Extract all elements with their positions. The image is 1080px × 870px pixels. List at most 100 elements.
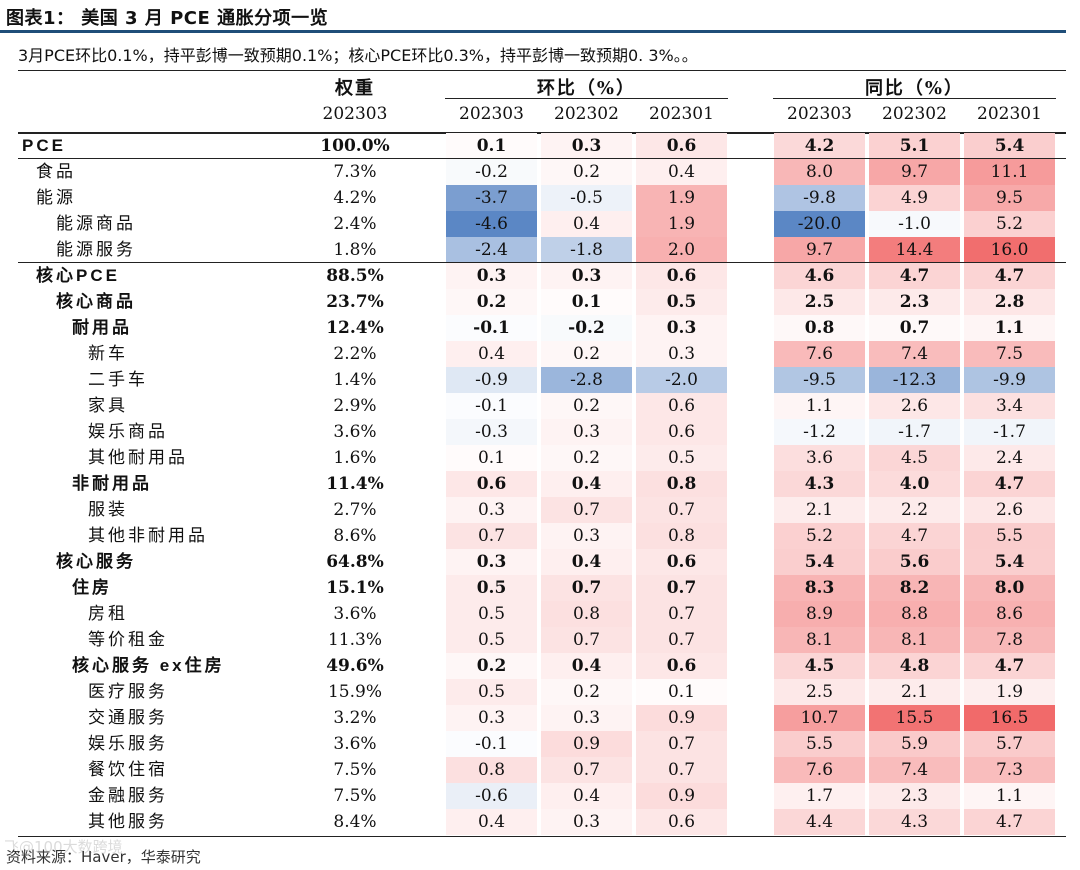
row-label: 其他非耐用品 bbox=[88, 526, 208, 546]
core-section-rule bbox=[18, 262, 1066, 263]
yoy-value-cell: 7.4 bbox=[869, 341, 960, 367]
mom-value-cell: 0.3 bbox=[636, 315, 727, 341]
table-top-rule bbox=[18, 70, 1066, 71]
yoy-value-cell: 5.5 bbox=[964, 523, 1055, 549]
yoy-value-cell: 14.4 bbox=[869, 237, 960, 263]
mom-value-cell: 0.3 bbox=[541, 419, 632, 445]
mom-header-rule bbox=[445, 98, 728, 99]
mom-value-cell: 0.7 bbox=[446, 523, 537, 549]
row-label: 娱乐商品 bbox=[88, 422, 168, 442]
yoy-value-cell: 4.0 bbox=[869, 471, 960, 497]
mom-value-cell: 0.4 bbox=[446, 341, 537, 367]
yoy-value-cell: 5.5 bbox=[774, 731, 865, 757]
yoy-value-cell: 9.5 bbox=[964, 185, 1055, 211]
yoy-header: 同比（%） bbox=[864, 78, 965, 99]
yoy-value-cell: 2.5 bbox=[774, 289, 865, 315]
mom-value-cell: 0.4 bbox=[541, 471, 632, 497]
weight-cell: 3.6% bbox=[333, 734, 377, 754]
yoy-value-cell: 5.2 bbox=[774, 523, 865, 549]
row-label: 核心PCE bbox=[36, 266, 120, 285]
mom-value-cell: 0.5 bbox=[636, 445, 727, 471]
yoy-value-cell: 2.3 bbox=[869, 289, 960, 315]
mom-value-cell: -2.8 bbox=[541, 367, 632, 393]
mom-month-header: 202302 bbox=[554, 104, 619, 124]
mom-value-cell: 0.6 bbox=[636, 549, 727, 575]
table-bottom-rule bbox=[18, 836, 1066, 837]
row-label: 能源 bbox=[36, 188, 76, 208]
mom-value-cell: 0.2 bbox=[446, 653, 537, 679]
yoy-value-cell: -1.0 bbox=[869, 211, 960, 237]
weight-cell: 2.7% bbox=[333, 500, 377, 520]
yoy-value-cell: 1.9 bbox=[964, 679, 1055, 705]
mom-value-cell: 0.9 bbox=[636, 783, 727, 809]
yoy-value-cell: 4.7 bbox=[964, 263, 1055, 289]
weight-cell: 100.0% bbox=[320, 136, 390, 156]
yoy-value-cell: 2.2 bbox=[869, 497, 960, 523]
yoy-value-cell: 4.8 bbox=[869, 653, 960, 679]
yoy-value-cell: 4.5 bbox=[869, 445, 960, 471]
weight-cell: 15.9% bbox=[327, 682, 382, 702]
mom-value-cell: 0.7 bbox=[636, 601, 727, 627]
mom-value-cell: -0.1 bbox=[446, 315, 537, 341]
yoy-value-cell: 4.7 bbox=[964, 809, 1055, 835]
row-label: 餐饮住宿 bbox=[88, 760, 168, 780]
yoy-value-cell: 5.4 bbox=[964, 133, 1055, 159]
mom-value-cell: -0.6 bbox=[446, 783, 537, 809]
mom-value-cell: -0.1 bbox=[446, 731, 537, 757]
mom-header: 环比（%） bbox=[536, 78, 637, 99]
yoy-value-cell: 8.9 bbox=[774, 601, 865, 627]
yoy-month-header: 202301 bbox=[977, 104, 1042, 124]
yoy-value-cell: 4.2 bbox=[774, 133, 865, 159]
yoy-value-cell: 9.7 bbox=[869, 159, 960, 185]
yoy-value-cell: 7.6 bbox=[774, 757, 865, 783]
yoy-value-cell: 1.1 bbox=[964, 783, 1055, 809]
mom-value-cell: 0.7 bbox=[541, 757, 632, 783]
yoy-value-cell: 5.6 bbox=[869, 549, 960, 575]
yoy-value-cell: 0.8 bbox=[774, 315, 865, 341]
weight-cell: 15.1% bbox=[326, 578, 384, 598]
row-label: 家具 bbox=[88, 396, 128, 416]
mom-value-cell: 0.6 bbox=[636, 419, 727, 445]
yoy-value-cell: 8.1 bbox=[774, 627, 865, 653]
mom-value-cell: -1.8 bbox=[541, 237, 632, 263]
yoy-value-cell: 5.2 bbox=[964, 211, 1055, 237]
yoy-value-cell: 4.6 bbox=[774, 263, 865, 289]
yoy-value-cell: -12.3 bbox=[869, 367, 960, 393]
mom-value-cell: 0.3 bbox=[446, 705, 537, 731]
mom-value-cell: 0.7 bbox=[636, 627, 727, 653]
row-label: 房租 bbox=[88, 604, 128, 624]
row-label: PCE bbox=[22, 136, 66, 155]
mom-value-cell: 0.4 bbox=[636, 159, 727, 185]
weight-month: 202303 bbox=[322, 104, 388, 124]
yoy-value-cell: 4.3 bbox=[774, 471, 865, 497]
mom-value-cell: 0.9 bbox=[541, 731, 632, 757]
mom-value-cell: -0.2 bbox=[541, 315, 632, 341]
row-label: 核心商品 bbox=[56, 292, 136, 312]
mom-value-cell: 0.3 bbox=[541, 705, 632, 731]
mom-value-cell: 0.6 bbox=[636, 393, 727, 419]
row-label: 服装 bbox=[88, 500, 128, 520]
mom-value-cell: 0.7 bbox=[541, 627, 632, 653]
yoy-value-cell: -1.7 bbox=[964, 419, 1055, 445]
row-label: 核心服务 ex住房 bbox=[72, 656, 225, 675]
mom-value-cell: 1.9 bbox=[636, 211, 727, 237]
mom-value-cell: -0.1 bbox=[446, 393, 537, 419]
mom-value-cell: 0.7 bbox=[541, 575, 632, 601]
row-label: 食品 bbox=[36, 162, 76, 182]
weight-cell: 64.8% bbox=[326, 552, 384, 572]
yoy-value-cell: 7.4 bbox=[869, 757, 960, 783]
mom-value-cell: 2.0 bbox=[636, 237, 727, 263]
mom-value-cell: 0.5 bbox=[446, 679, 537, 705]
mom-value-cell: 0.2 bbox=[541, 159, 632, 185]
yoy-value-cell: 8.2 bbox=[869, 575, 960, 601]
mom-value-cell: 0.3 bbox=[541, 133, 632, 159]
weight-cell: 2.4% bbox=[333, 214, 377, 234]
weight-cell: 4.2% bbox=[333, 188, 377, 208]
mom-value-cell: 0.2 bbox=[541, 679, 632, 705]
yoy-value-cell: 4.7 bbox=[964, 653, 1055, 679]
weight-cell: 88.5% bbox=[326, 266, 384, 286]
mom-value-cell: 0.1 bbox=[636, 679, 727, 705]
weight-cell: 7.5% bbox=[333, 786, 377, 806]
mom-value-cell: 1.9 bbox=[636, 185, 727, 211]
yoy-value-cell: -20.0 bbox=[774, 211, 865, 237]
